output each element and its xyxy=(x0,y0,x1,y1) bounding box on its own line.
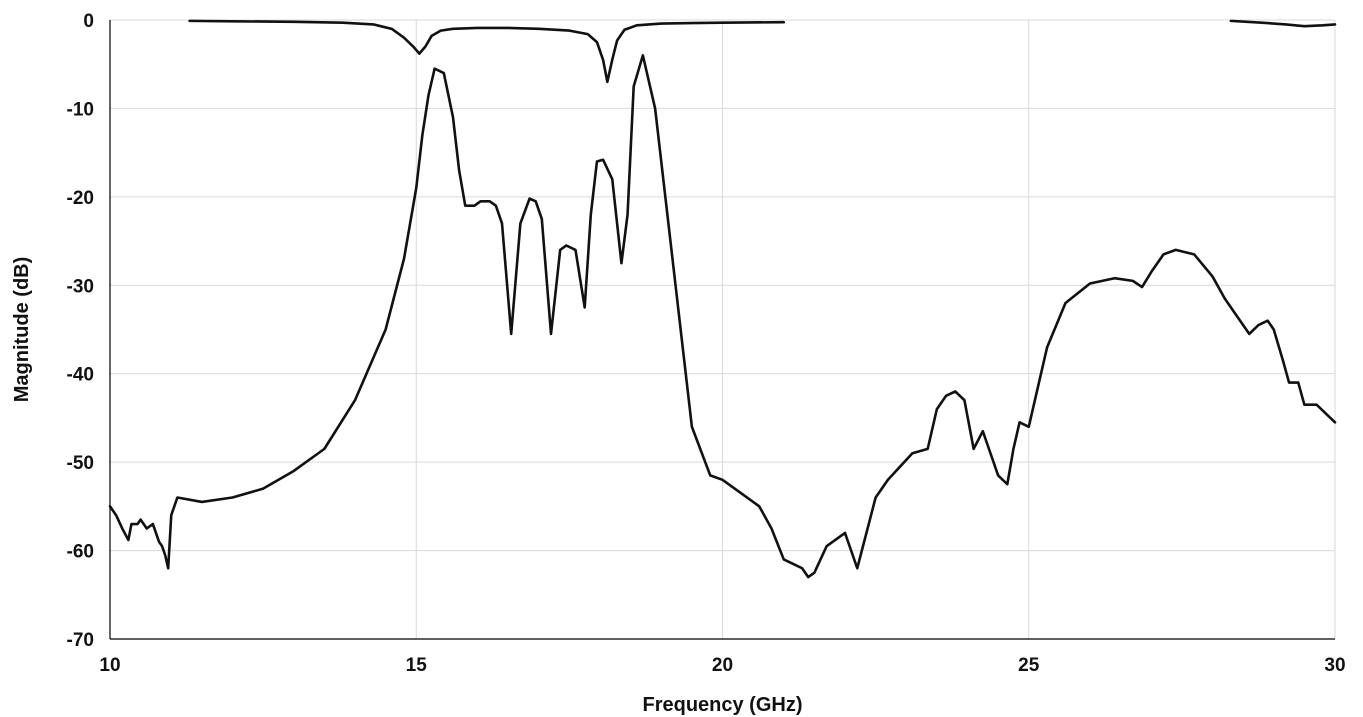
y-tick-label: 0 xyxy=(83,11,94,32)
y-tick-label: -40 xyxy=(67,365,94,386)
x-tick-labels: 10 15 20 25 30 xyxy=(99,655,1345,676)
x-tick-label: 15 xyxy=(406,655,428,676)
y-tick-label: -50 xyxy=(67,453,94,474)
y-tick-label: -70 xyxy=(67,630,94,651)
series-line-1 xyxy=(188,19,786,84)
x-tick-label: 30 xyxy=(1324,655,1345,676)
y-tick-labels: 0 -10 -20 -30 -40 -50 -60 -70 xyxy=(67,11,94,651)
y-tick-label: -10 xyxy=(67,99,94,120)
x-tick-label: 20 xyxy=(712,655,733,676)
y-tick-label: -60 xyxy=(67,542,94,563)
grid-lines xyxy=(109,19,1336,640)
x-tick-label: 10 xyxy=(99,655,120,676)
series-line-2 xyxy=(1229,19,1337,28)
x-tick-label: 25 xyxy=(1018,655,1040,676)
series-layer xyxy=(108,19,1337,579)
x-axis-title: Frequency (GHz) xyxy=(642,694,802,716)
y-tick-label: -20 xyxy=(67,188,94,209)
y-axis-title: Magnitude (dB) xyxy=(11,257,33,403)
y-tick-label: -30 xyxy=(67,276,94,297)
series-line-3 xyxy=(108,54,1337,579)
plot-axes xyxy=(109,20,1335,640)
